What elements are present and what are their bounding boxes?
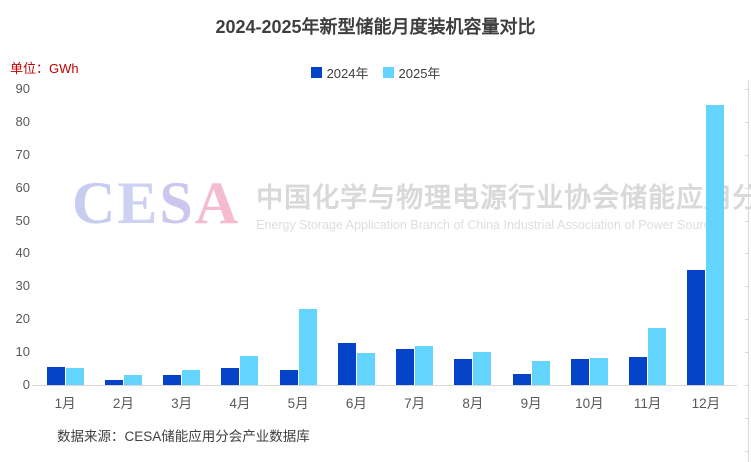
bar-2024年-8月 [454, 358, 473, 385]
x-axis-tick-label: 7月 [404, 396, 426, 411]
month-group-2月: 2月 [94, 89, 152, 411]
right-axis-tick [745, 187, 749, 189]
bar-2025年-6月 [356, 352, 375, 385]
right-axis-tick [745, 220, 749, 222]
x-axis-tick-label: 10月 [575, 396, 604, 411]
legend: 2024年 2025年 [0, 63, 751, 82]
month-group-6月: 6月 [327, 89, 385, 411]
legend-swatch-icon [382, 67, 394, 78]
y-axis-tick-label: 60 [15, 179, 30, 195]
bar-2024年-7月 [396, 348, 415, 385]
x-axis-tick-label: 2月 [112, 396, 134, 411]
bar-2025年-4月 [240, 355, 259, 385]
right-axis-tick [745, 121, 749, 123]
legend-label: 2024年 [326, 66, 369, 81]
bar-2024年-4月 [221, 367, 240, 385]
right-axis-tick [745, 417, 749, 419]
legend-item-2024年: 2024年 [310, 63, 369, 82]
month-group-8月: 8月 [444, 89, 502, 411]
y-axis-tick-label: 90 [15, 81, 30, 96]
y-axis-tick-label: 10 [15, 344, 30, 360]
bar-2024年-10月 [570, 359, 589, 385]
bar-2024年-1月 [46, 366, 65, 385]
month-group-5月: 5月 [269, 89, 327, 411]
y-axis-tick-label: 80 [15, 113, 30, 129]
bar-2024年-5月 [279, 369, 298, 385]
bar-2025年-8月 [473, 351, 492, 385]
bar-2025年-9月 [531, 360, 550, 385]
legend-label: 2025年 [398, 66, 441, 81]
y-axis-tick-label: 0 [22, 377, 30, 392]
bar-2025年-2月 [123, 375, 142, 385]
right-axis-tick [745, 385, 749, 386]
right-axis-tick [745, 319, 749, 321]
x-axis-tick-label: 11月 [633, 396, 662, 411]
bar-2025年-12月 [706, 105, 725, 385]
data-source-note: 数据来源：CESA储能应用分会产业数据库 [57, 429, 310, 444]
y-axis-tick-label: 20 [15, 311, 30, 327]
month-group-4月: 4月 [211, 89, 269, 411]
bar-2024年-2月 [104, 380, 123, 385]
month-group-3月: 3月 [153, 89, 211, 411]
right-axis-tick [745, 286, 749, 288]
bar-2025年-7月 [415, 345, 434, 385]
bar-2024年-9月 [512, 373, 531, 385]
legend-swatch-icon [310, 67, 322, 78]
bar-2025年-1月 [65, 367, 84, 385]
x-axis-tick-label: 4月 [229, 396, 251, 411]
bar-2024年-3月 [163, 374, 182, 385]
chart-title: 2024-2025年新型储能月度装机容量对比 [215, 17, 536, 37]
x-axis-tick-label: 12月 [691, 396, 721, 411]
x-axis-tick-label: 3月 [171, 396, 193, 411]
x-axis-tick-label: 9月 [520, 396, 542, 411]
right-axis-tick [745, 89, 749, 90]
y-axis-tick-label: 70 [15, 146, 30, 162]
unit-label: 单位：GWh [10, 61, 79, 76]
month-group-1月: 1月 [36, 89, 94, 411]
y-axis-tick-label: 40 [15, 245, 30, 261]
bar-2024年-11月 [629, 357, 648, 385]
bar-2024年-12月 [687, 269, 706, 385]
bar-2025年-3月 [182, 369, 201, 385]
x-axis-line [32, 385, 737, 386]
x-axis-tick-label: 6月 [345, 396, 367, 411]
right-axis-tick [745, 154, 749, 156]
month-group-10月: 10月 [560, 89, 618, 411]
right-axis-line [745, 80, 749, 462]
plot-area: 1月 2月 3月 4月 5月 6月 7月 8月 9月 10月 11月 12月 [36, 89, 735, 411]
right-axis-tick [745, 352, 749, 354]
x-axis-tick-label: 1月 [54, 396, 76, 411]
y-axis-tick-label: 30 [15, 278, 30, 294]
x-axis-tick-label: 8月 [462, 396, 484, 411]
month-group-12月: 12月 [677, 89, 735, 411]
bar-2025年-5月 [298, 309, 317, 385]
right-axis-tick [745, 253, 749, 255]
bar-2025年-11月 [648, 327, 667, 385]
month-group-11月: 11月 [619, 89, 677, 411]
bar-2025年-10月 [589, 357, 608, 385]
bar-2024年-6月 [337, 342, 356, 385]
right-axis-tick [745, 450, 749, 452]
y-axis-tick-label: 50 [15, 212, 30, 228]
legend-item-2025年: 2025年 [382, 63, 441, 82]
x-axis-tick-label: 5月 [287, 396, 309, 411]
month-group-7月: 7月 [386, 89, 444, 411]
month-group-9月: 9月 [502, 89, 560, 411]
